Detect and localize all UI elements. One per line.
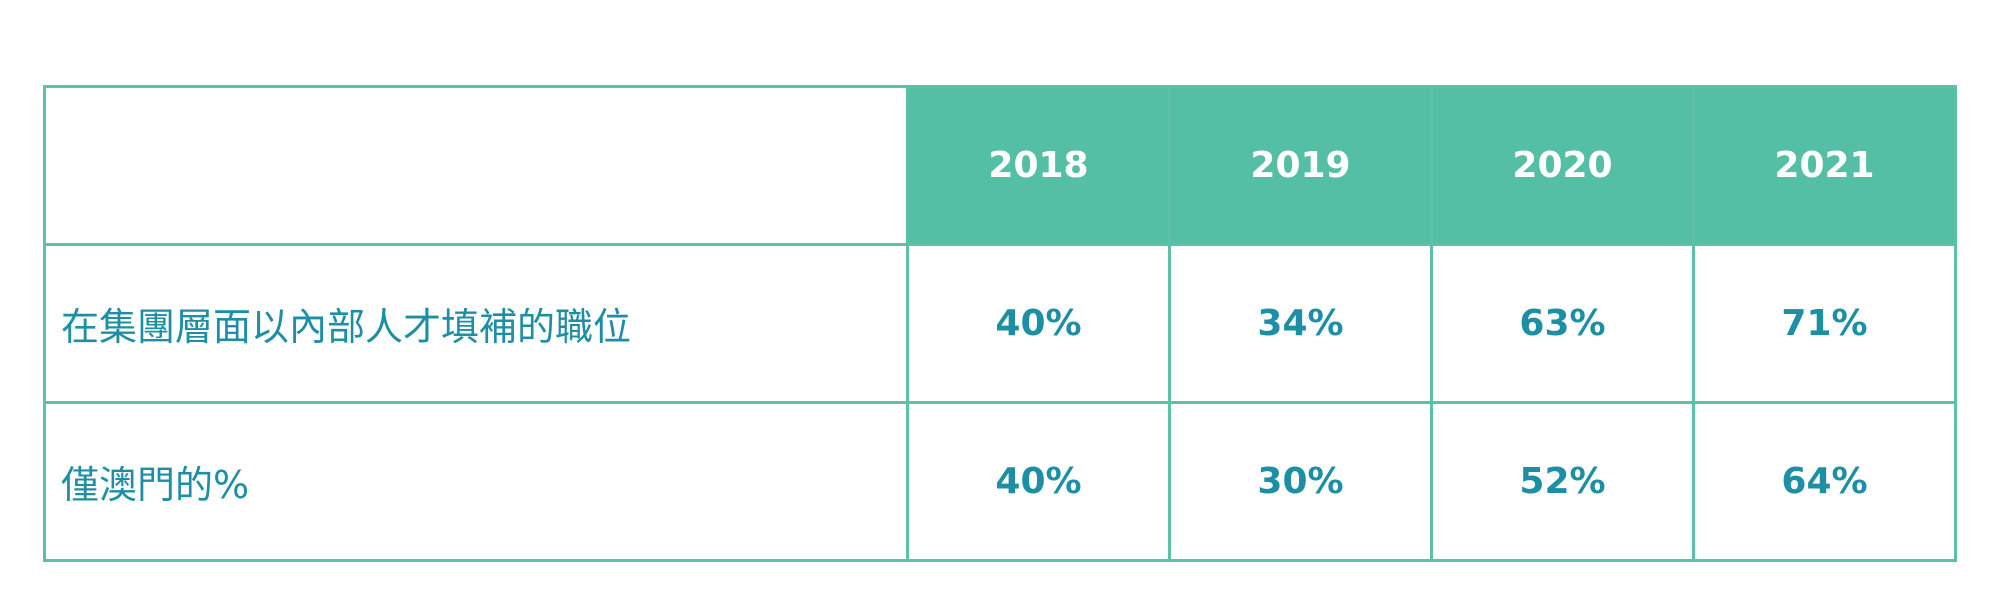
year-header-2021: 2021 — [1692, 85, 1957, 246]
value-cell: 34% — [1168, 243, 1433, 404]
value-cell: 40% — [906, 401, 1171, 562]
value-cell: 30% — [1168, 401, 1433, 562]
value-cell: 71% — [1692, 243, 1957, 404]
table-row: 在集團層面以內部人才填補的職位 40% 34% 63% 71% — [43, 243, 1957, 404]
internal-talent-table: 2018 2019 2020 2021 在集團層面以內部人才填補的職位 40% … — [43, 85, 1957, 562]
year-header-2018: 2018 — [906, 85, 1171, 246]
value-cell: 64% — [1692, 401, 1957, 562]
year-header-2020: 2020 — [1430, 85, 1695, 246]
table-row: 僅澳門的% 40% 30% 52% 64% — [43, 401, 1957, 562]
row-label-macau-only: 僅澳門的% — [43, 401, 909, 562]
value-cell: 40% — [906, 243, 1171, 404]
year-header-2019: 2019 — [1168, 85, 1433, 246]
corner-cell — [43, 85, 909, 246]
value-cell: 52% — [1430, 401, 1695, 562]
row-label-group-internal: 在集團層面以內部人才填補的職位 — [43, 243, 909, 404]
header-row: 2018 2019 2020 2021 — [43, 85, 1957, 246]
value-cell: 63% — [1430, 243, 1695, 404]
